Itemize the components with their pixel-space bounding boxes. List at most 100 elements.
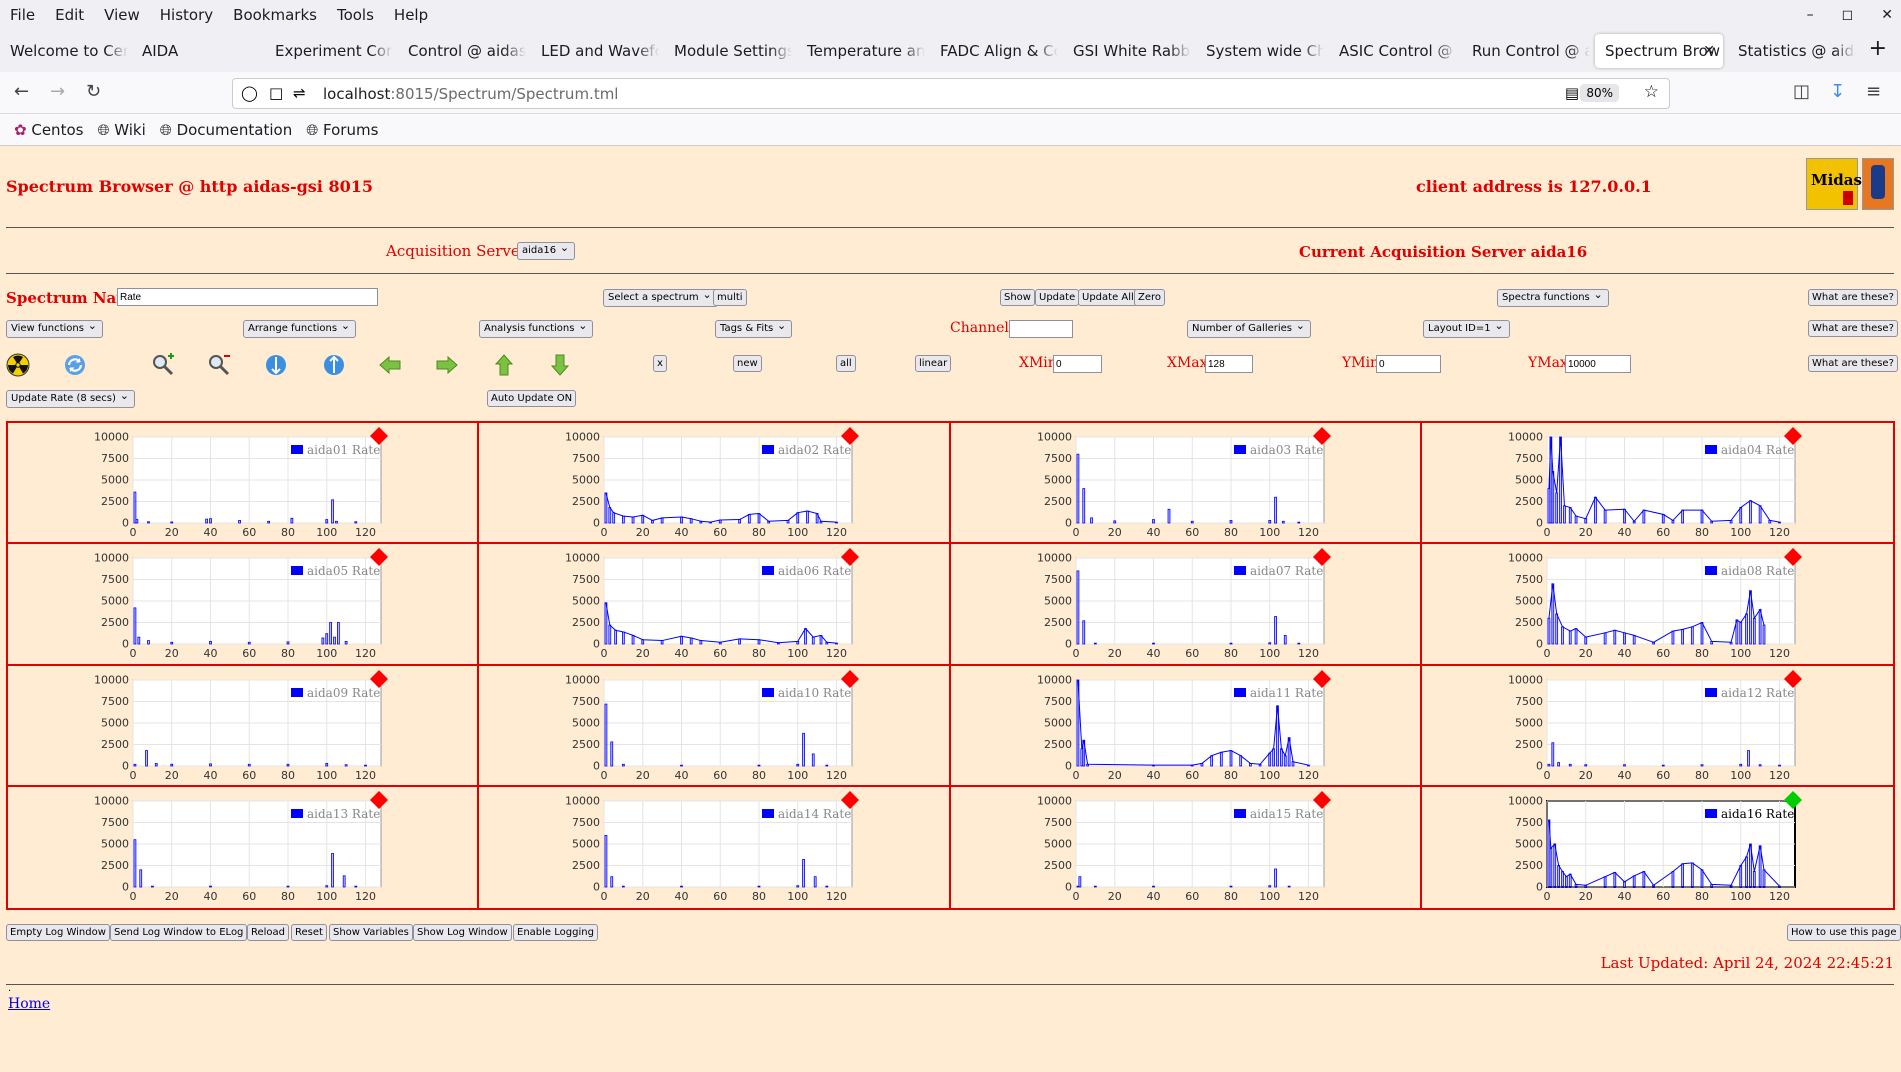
tab-run-control[interactable]: Run Control @ ai	[1462, 34, 1590, 68]
status-diamond[interactable]	[1312, 669, 1331, 688]
spectrum-cell[interactable]: 0 2500 5000 7500 10000 0 20 40 60 80 100 120 aida07 …	[950, 544, 1422, 666]
show-button[interactable]: Show	[1000, 289, 1035, 306]
channel-input[interactable]	[1009, 320, 1073, 338]
spectrum-chart[interactable]: 0 2500 5000 7500 10000 0 20 40 60 80 100 120 aida16 …	[1422, 787, 1892, 907]
spectrum-cell[interactable]: 0 2500 5000 7500 10000 0 20 40 60 80 100 120 aida09 …	[8, 665, 480, 787]
spectrum-cell[interactable]: 0 2500 5000 7500 10000 0 20 40 60 80 100 120 aida16 …	[1422, 787, 1893, 908]
status-diamond[interactable]	[1312, 548, 1331, 567]
update-rate-dropdown[interactable]: Update Rate (8 secs)	[6, 388, 135, 408]
status-diamond[interactable]	[1783, 790, 1802, 809]
status-diamond[interactable]	[370, 548, 388, 567]
spectrum-chart[interactable]: 0 2500 5000 7500 10000 0 20 40 60 80 100 120 aida04 …	[1422, 423, 1892, 543]
arrow-down-icon[interactable]	[548, 353, 572, 377]
connection-icon[interactable]: ⇌	[293, 84, 306, 102]
bookmark-star-icon[interactable]: ☆	[1643, 82, 1659, 102]
status-diamond[interactable]	[370, 790, 388, 809]
spectrum-chart[interactable]: 0 2500 5000 7500 10000 0 20 40 60 80 100 120 aida14 …	[479, 787, 949, 907]
tab-aida[interactable]: AIDA	[132, 34, 262, 68]
spectrum-cell[interactable]: 0 2500 5000 7500 10000 0 20 40 60 80 100 120 aida02 …	[479, 423, 951, 545]
spectrum-cell[interactable]: 0 2500 5000 7500 10000 0 20 40 60 80 100 120 aida11 …	[950, 665, 1422, 787]
spectrum-name-input[interactable]	[117, 288, 378, 306]
select-spectrum-dropdown[interactable]: Select a spectrum	[603, 287, 718, 307]
how-to-use-button[interactable]: How to use this page	[1787, 924, 1901, 941]
analysis-functions-dropdown[interactable]: Analysis functions	[479, 318, 594, 338]
menu-tools[interactable]: Tools	[336, 6, 374, 24]
status-diamond[interactable]	[370, 669, 388, 688]
bookmark-wiki[interactable]: 🌐︎ Wiki	[97, 121, 145, 139]
status-diamond[interactable]	[841, 669, 860, 688]
spectrum-cell[interactable]: 0 2500 5000 7500 10000 0 20 40 60 80 100 120 aida01 …	[8, 423, 480, 545]
update-all-button[interactable]: Update All	[1078, 289, 1138, 306]
spectrum-cell[interactable]: 0 2500 5000 7500 10000 0 20 40 60 80 100 120 aida04 …	[1421, 423, 1893, 545]
what-are-these-button-2[interactable]: What are these?	[1808, 320, 1898, 337]
status-diamond[interactable]	[1783, 669, 1802, 688]
tags-fits-dropdown[interactable]: Tags & Fits	[715, 318, 793, 338]
ymax-input[interactable]	[1565, 355, 1631, 373]
tab-experiment-control[interactable]: Experiment Contr	[265, 34, 393, 68]
bookmark-forums[interactable]: 🌐︎ Forums	[306, 121, 378, 139]
zero-button[interactable]: Zero	[1134, 289, 1166, 306]
reader-view-icon[interactable]: ▤	[1564, 84, 1579, 102]
menu-edit[interactable]: Edit	[55, 6, 85, 24]
status-diamond[interactable]	[1312, 790, 1331, 809]
spectrum-chart[interactable]: 0 2500 5000 7500 10000 0 20 40 60 80 100 120 aida06 …	[479, 544, 949, 664]
what-are-these-button-3[interactable]: What are these?	[1808, 355, 1898, 372]
menu-history[interactable]: History	[159, 6, 214, 24]
tab-system-check[interactable]: System wide Che	[1196, 34, 1324, 68]
close-tab-icon[interactable]: ✕	[1703, 43, 1715, 59]
tab-asic-control[interactable]: ASIC Control @ a	[1329, 34, 1457, 68]
spectrum-chart[interactable]: 0 2500 5000 7500 10000 0 20 40 60 80 100 120 aida07 …	[951, 544, 1421, 664]
status-diamond[interactable]	[1783, 427, 1802, 445]
url-bar[interactable]: ◯ □ ⇌ localhost:8015/Spectrum/Spectrum.t…	[232, 78, 1670, 109]
menu-view[interactable]: View	[104, 6, 140, 24]
x-button[interactable]: x	[653, 355, 667, 372]
arrange-functions-dropdown[interactable]: Arrange functions	[243, 318, 357, 338]
tab-white-rabbit[interactable]: GSI White Rabbit	[1063, 34, 1191, 68]
spectrum-cell[interactable]: 0 2500 5000 7500 10000 0 20 40 60 80 100 120 aida03 …	[950, 423, 1422, 545]
zoom-out-icon[interactable]	[207, 353, 231, 377]
status-diamond[interactable]	[841, 790, 860, 809]
multi-button[interactable]: multi	[713, 289, 747, 306]
view-functions-dropdown[interactable]: View functions	[6, 318, 103, 338]
acquisition-server-select[interactable]: aida16	[517, 240, 576, 260]
linear-button[interactable]: linear	[915, 355, 952, 372]
arrow-left-icon[interactable]	[378, 353, 402, 377]
downloads-icon[interactable]: ↧	[1830, 81, 1846, 102]
menu-file[interactable]: File	[10, 6, 36, 24]
spectrum-cell[interactable]: 0 2500 5000 7500 10000 0 20 40 60 80 100 120 aida12 …	[1421, 666, 1893, 787]
tab-fadc-align[interactable]: FADC Align & Co	[930, 34, 1058, 68]
spectrum-chart[interactable]: 0 2500 5000 7500 10000 0 20 40 60 80 100 120 aida15 …	[951, 787, 1421, 907]
hamburger-menu-icon[interactable]: ≡	[1866, 81, 1882, 102]
back-arrow-icon[interactable]: ←	[14, 81, 30, 102]
spectrum-chart[interactable]: 0 2500 5000 7500 10000 0 20 40 60 80 100 120 aida12 …	[1422, 666, 1892, 786]
reset-button[interactable]: Reset	[291, 924, 327, 941]
spectrum-cell[interactable]: 0 2500 5000 7500 10000 0 20 40 60 80 100 120 aida13 …	[8, 786, 480, 908]
tab-spectrum-browser[interactable]: Spectrum Brow ✕	[1595, 34, 1723, 68]
expand-y-icon[interactable]	[264, 353, 288, 377]
tab-statistics[interactable]: Statistics @ aida	[1728, 34, 1856, 68]
forward-arrow-icon[interactable]: →	[50, 81, 66, 102]
layout-dropdown[interactable]: Layout ID=1	[1423, 318, 1510, 338]
spectrum-chart[interactable]: 0 2500 5000 7500 10000 0 20 40 60 80 100 120 aida09 …	[8, 666, 478, 786]
update-button[interactable]: Update	[1035, 289, 1080, 306]
close-window-icon[interactable]: ✕	[1881, 7, 1893, 23]
status-diamond[interactable]	[1783, 548, 1802, 567]
xmax-input[interactable]	[1205, 355, 1253, 373]
empty-log-window-button[interactable]: Empty Log Window	[6, 924, 110, 941]
compress-y-icon[interactable]	[322, 353, 346, 377]
zoom-level[interactable]: 80%	[1580, 84, 1619, 102]
spectrum-chart[interactable]: 0 2500 5000 7500 10000 0 20 40 60 80 100 120 aida05 …	[8, 544, 478, 664]
status-diamond[interactable]	[841, 548, 860, 567]
spectrum-chart[interactable]: 0 2500 5000 7500 10000 0 20 40 60 80 100 120 aida11 …	[951, 666, 1421, 786]
reload-button[interactable]: Reload	[247, 924, 290, 941]
spectrum-cell[interactable]: 0 2500 5000 7500 10000 0 20 40 60 80 100 120 aida10 …	[479, 665, 951, 787]
status-diamond[interactable]	[841, 427, 860, 445]
number-of-galleries-dropdown[interactable]: Number of Galleries	[1187, 318, 1312, 338]
arrow-right-icon[interactable]	[435, 353, 459, 377]
all-button[interactable]: all	[836, 355, 856, 372]
status-diamond[interactable]	[370, 427, 388, 445]
spectra-functions-dropdown[interactable]: Spectra functions	[1497, 287, 1609, 307]
spectrum-cell[interactable]: 0 2500 5000 7500 10000 0 20 40 60 80 100 120 aida14 …	[479, 786, 951, 908]
tab-temperature[interactable]: Temperature and	[797, 34, 925, 68]
show-log-window-button[interactable]: Show Log Window	[413, 924, 512, 941]
